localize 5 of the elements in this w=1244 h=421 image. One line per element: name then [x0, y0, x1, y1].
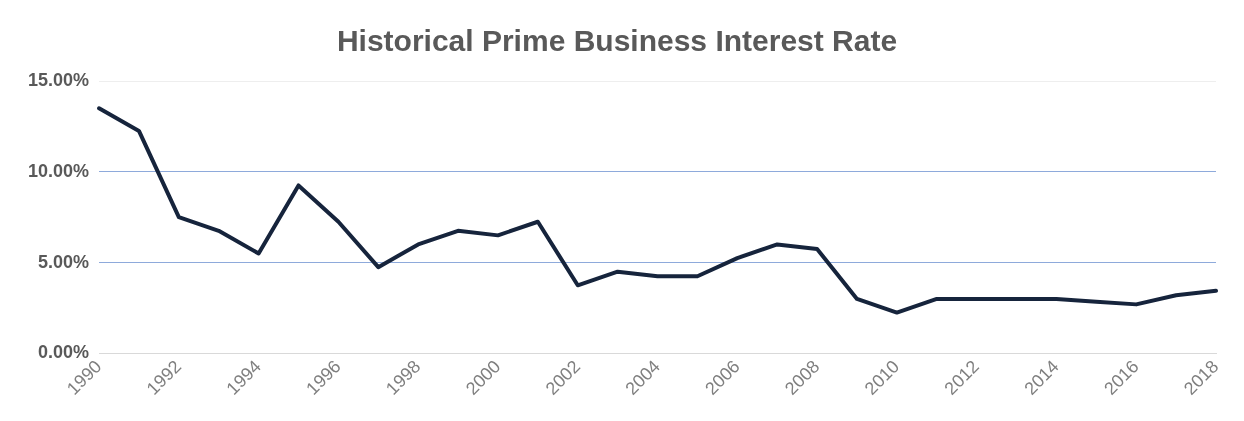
y-tick-label: 15.00%	[27, 69, 90, 90]
chart-title: Historical Prime Business Interest Rate	[336, 24, 898, 58]
y-tick-label: 10.00%	[27, 160, 90, 181]
y-tick-label: 5.00%	[38, 251, 90, 272]
y-tick-label: 0.00%	[38, 342, 90, 363]
